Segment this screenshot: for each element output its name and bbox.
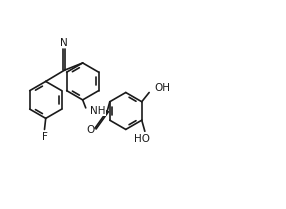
Text: O: O [86, 125, 94, 135]
Text: F: F [41, 132, 47, 142]
Text: HO: HO [134, 134, 150, 144]
Text: NH: NH [90, 106, 106, 116]
Text: OH: OH [154, 83, 170, 93]
Text: N: N [60, 38, 68, 48]
